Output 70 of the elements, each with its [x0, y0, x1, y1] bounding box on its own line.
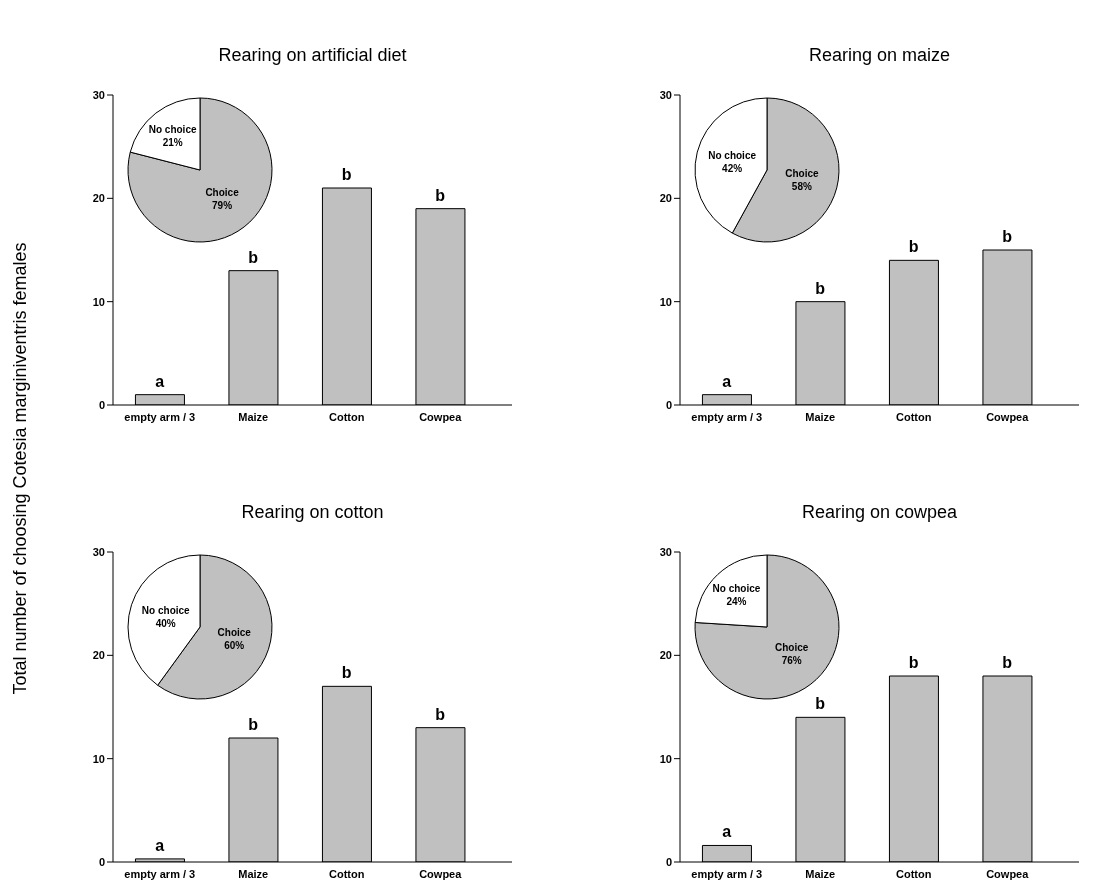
y-tick-label: 0 — [98, 855, 105, 868]
data-label: 21% — [162, 136, 183, 148]
data-label: 79% — [212, 200, 233, 212]
x-tick-label: Maize — [238, 867, 269, 880]
y-tick-label: 0 — [98, 398, 105, 411]
annotation: a — [722, 823, 732, 841]
x-tick-label: Cotton — [896, 867, 932, 880]
data-label: 60% — [224, 640, 245, 652]
x-tick-label: Cowpea — [419, 867, 463, 880]
slice-label: Choice — [205, 187, 240, 199]
chart-title: Rearing on artificial diet — [217, 45, 408, 66]
y-tick-label: 20 — [659, 192, 672, 205]
pie-slice — [127, 97, 273, 243]
y-tick-label: 20 — [92, 192, 105, 205]
x-tick-label: empty arm / 3 — [124, 867, 196, 880]
slice-label: No choice — [708, 150, 757, 162]
annotation: b — [908, 238, 919, 256]
y-tick-label: 10 — [92, 752, 105, 765]
annotation: b — [908, 654, 919, 671]
x-tick-label: Cotton — [329, 410, 365, 423]
y-tick-label: 30 — [659, 545, 672, 558]
y-tick-label: 20 — [659, 649, 672, 662]
chart-title: Rearing on cotton — [240, 502, 385, 523]
y-tick-label: 10 — [659, 295, 672, 308]
data-label: 24% — [726, 596, 747, 608]
y-axis-title: Total number of choosing Cotesia marginiventris females — [9, 241, 31, 697]
y-tick-label: 0 — [665, 855, 672, 868]
annotation: b — [248, 248, 259, 266]
annotation: b — [435, 705, 446, 723]
data-label: 76% — [781, 655, 802, 667]
data-label: 58% — [791, 180, 812, 192]
annotation: b — [435, 186, 446, 204]
annotation: b — [1002, 654, 1013, 671]
y-tick-label: 30 — [659, 88, 672, 101]
y-tick-label: 10 — [659, 752, 672, 765]
x-tick-label: Cowpea — [986, 410, 1030, 423]
slice-label: Choice — [774, 642, 809, 654]
x-tick-label: empty arm / 3 — [124, 410, 196, 423]
annotation: a — [155, 836, 165, 854]
x-tick-label: Maize — [238, 410, 269, 423]
annotation: b — [815, 279, 826, 297]
slice-label: No choice — [148, 123, 197, 135]
slice-label: No choice — [141, 604, 191, 616]
x-tick-label: Cowpea — [986, 867, 1030, 880]
slice-label: Choice — [785, 167, 819, 179]
y-tick-label: 10 — [92, 295, 105, 308]
slice-label: No choice — [712, 583, 761, 595]
annotation: b — [1002, 228, 1013, 245]
x-tick-label: Cowpea — [419, 410, 463, 423]
y-tick-label: 30 — [92, 545, 105, 558]
y-tick-label: 30 — [92, 88, 105, 101]
annotation: b — [341, 664, 352, 682]
annotation: a — [155, 372, 165, 390]
annotation: b — [815, 695, 826, 713]
annotation: a — [722, 372, 732, 390]
x-tick-label: Cotton — [329, 867, 365, 880]
annotation: b — [248, 716, 259, 733]
slice-label: Choice — [217, 627, 252, 639]
x-tick-label: empty arm / 3 — [691, 867, 763, 880]
x-tick-label: Maize — [805, 867, 836, 880]
annotation: b — [341, 166, 352, 183]
x-tick-label: empty arm / 3 — [691, 410, 763, 423]
x-tick-label: Cotton — [896, 410, 932, 423]
chart-title: Rearing on maize — [807, 45, 952, 66]
y-tick-label: 0 — [665, 398, 672, 411]
chart-title: Rearing on cowpea — [800, 502, 959, 523]
y-tick-label: 20 — [92, 649, 105, 662]
x-tick-label: Maize — [805, 410, 836, 423]
data-label: 40% — [155, 617, 176, 629]
data-label: 42% — [722, 163, 743, 175]
